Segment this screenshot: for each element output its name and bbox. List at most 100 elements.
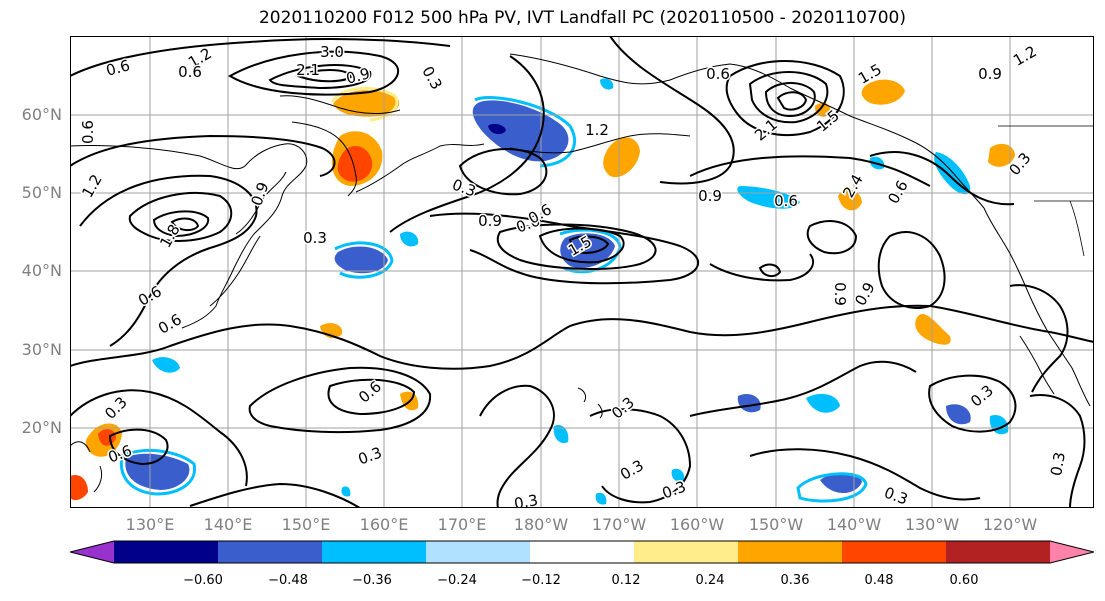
contour-line: [568, 235, 610, 254]
shade-cyan: [796, 472, 868, 503]
contour-line: [806, 220, 858, 255]
map-panel: 0.6 1.2 3.02.1 0.9 0.30.61.52.10.91.20.60.30…: [70, 36, 1094, 508]
contour-label: 0.9: [831, 282, 849, 306]
lon-label: 140°W: [826, 515, 882, 534]
shade-cyan: [671, 468, 685, 482]
colorbar-tick-label: 0.12: [611, 573, 641, 588]
contour-label: 0.3: [513, 491, 540, 508]
contour-line: [227, 50, 400, 96]
lon-label: 170°E: [437, 515, 487, 534]
shade-blue: [737, 393, 761, 413]
lon-label: 130°E: [125, 515, 175, 534]
lat-label: 40°N: [21, 261, 62, 280]
shade-blue: [334, 246, 388, 274]
contour-line: [327, 378, 416, 416]
map-title: 2020110200 F012 500 hPa PV, IVT Landfall…: [258, 8, 906, 28]
contour-label: 0.3: [608, 393, 638, 422]
colorbar-tick-label: −0.36: [352, 573, 392, 588]
contour-line: [1009, 284, 1069, 393]
coast-alaska: [509, 53, 985, 209]
colorbar-swatch: [426, 541, 531, 563]
contour-line: [689, 360, 917, 417]
contour-line: [764, 82, 816, 118]
contour-line: [776, 91, 808, 111]
contour-line: [589, 408, 692, 504]
shade-blue: [820, 472, 862, 493]
colorbar-tick-label: 0.24: [695, 573, 725, 588]
lat-label: 60°N: [21, 105, 62, 124]
colorbar-tick-label: 0.60: [949, 573, 979, 588]
contour-label: 0.6: [355, 377, 385, 406]
contour-label: 0.6: [706, 65, 730, 83]
coast-baja: [1019, 335, 1055, 395]
contour-line: [609, 36, 735, 185]
shade-blue: [125, 453, 190, 490]
contour-line: [170, 217, 200, 232]
shade-orange: [915, 314, 951, 345]
contour-line: [389, 55, 545, 233]
coast-okhotsk: [279, 95, 401, 115]
colorbar-outline: [70, 540, 1094, 564]
shade-cyan: [474, 96, 577, 168]
colorbar-swatch: [70, 541, 114, 563]
shade-orange: [988, 143, 1015, 167]
colorbar-tick-label: −0.60: [183, 573, 223, 588]
shade-cyan: [595, 492, 607, 505]
shade-cyan: [152, 357, 180, 373]
shade-blue: [560, 233, 615, 268]
contour-line: [108, 428, 169, 466]
shade-blue: [946, 404, 971, 425]
shade-orange: [603, 137, 640, 178]
colorbar-swatch: [738, 541, 843, 563]
contour-line: [268, 64, 372, 90]
lat-label: 30°N: [21, 340, 62, 359]
contour-line: [248, 366, 432, 434]
coast-japan: [209, 171, 287, 307]
contour-label: 0.3: [967, 381, 997, 410]
shade-orange: [861, 79, 905, 105]
coast-asia: [70, 143, 308, 329]
lon-label: 120°W: [982, 515, 1038, 534]
contour-line: [458, 148, 548, 196]
lat-label: 20°N: [21, 418, 62, 437]
contour-line: [496, 223, 657, 270]
contour-line: [689, 155, 931, 187]
shade-cyan: [559, 228, 622, 274]
contour-label: 0.9: [478, 212, 502, 230]
contour-label: 0.6: [79, 120, 97, 144]
colorbar: [70, 540, 1094, 564]
coast-na: [983, 207, 1091, 407]
colorbar-swatch: [218, 541, 323, 563]
contour-line: [70, 304, 1094, 370]
shade-red: [70, 474, 88, 501]
lon-label: 130°W: [904, 515, 960, 534]
colorbar-swatch: [946, 541, 1051, 563]
contour-line: [877, 231, 946, 309]
contour-line: [749, 448, 981, 501]
colorbar-tick-label: −0.12: [521, 573, 561, 588]
colorbar-swatch: [634, 541, 739, 563]
shade-cyan: [119, 449, 197, 496]
contour-label: 0.9: [344, 64, 372, 88]
colorbar-tick-label: 0.36: [780, 573, 810, 588]
colorbar-segments: [70, 540, 1094, 564]
shade-orange: [814, 102, 831, 117]
shade-red: [337, 145, 373, 182]
contour-line: [725, 60, 845, 136]
lon-label: 140°E: [203, 515, 253, 534]
shade-cyan: [553, 424, 569, 444]
colorbar-tick-label: −0.24: [437, 573, 477, 588]
shade-cyan: [334, 241, 394, 279]
contour-line: [70, 38, 451, 77]
contour-label: 1.2: [585, 121, 609, 139]
lon-label: 150°E: [281, 515, 331, 534]
contour-line: [479, 384, 555, 508]
contour-label: 0.3: [101, 393, 131, 423]
contour-line: [128, 191, 233, 242]
coast-aleutians: [355, 133, 691, 193]
contour-labels: 0.6 1.2 3.02.1 0.9 0.30.61.52.10.91.20.60.30…: [77, 41, 1071, 508]
colorbar-swatch: [114, 541, 219, 563]
contour-label: 0.6: [178, 63, 202, 81]
contour-label: 3.0: [320, 43, 344, 61]
graticule: [70, 36, 1094, 508]
